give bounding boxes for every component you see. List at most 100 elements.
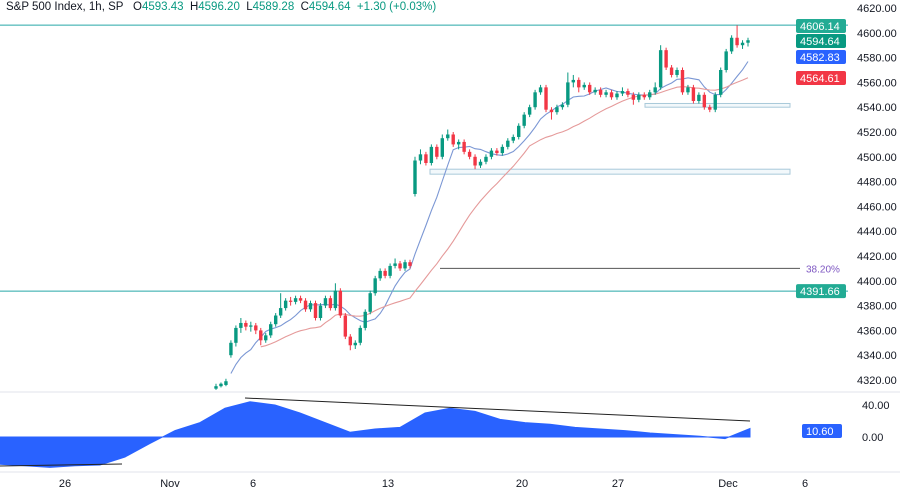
candle-body	[343, 315, 348, 337]
candle-body	[708, 107, 712, 110]
candle-body	[719, 70, 723, 95]
candle-body	[424, 154, 428, 163]
candle	[446, 129, 450, 141]
low-value: 4589.28	[252, 1, 295, 13]
candle	[398, 260, 402, 271]
candle	[708, 104, 712, 113]
candle-body	[234, 327, 238, 343]
candle	[527, 104, 532, 118]
candle	[462, 139, 466, 155]
slow-moving-average-line	[260, 77, 749, 348]
candle	[566, 72, 570, 108]
candle-body	[269, 324, 273, 336]
candle	[244, 320, 248, 331]
candle-body	[338, 290, 343, 316]
candle-body	[363, 311, 367, 328]
candle-body	[511, 136, 515, 141]
candle-body	[224, 381, 228, 385]
candle	[713, 92, 717, 113]
candle	[234, 325, 238, 347]
candle	[393, 258, 397, 269]
price-badge-bg	[796, 50, 846, 64]
indicator-tick: 0.00	[862, 432, 883, 444]
indicator-pane[interactable]: 10.60	[0, 397, 842, 468]
axes: 4620.00 4600.00 4580.00 4560.00 4540.00 4520.…	[0, 3, 900, 490]
price-tick: 4320.00	[857, 375, 897, 387]
candle-body	[729, 37, 734, 52]
price-label-badge: 4582.83	[796, 50, 846, 64]
candle	[293, 295, 298, 305]
candle	[620, 87, 625, 97]
candle	[239, 318, 243, 333]
candle-body	[283, 300, 288, 309]
candle-body	[691, 87, 696, 101]
candle-body	[353, 342, 357, 346]
candle-body	[664, 50, 668, 68]
candle-body	[675, 70, 679, 75]
time-tick: 6	[802, 478, 808, 490]
candle	[467, 149, 472, 160]
candle	[517, 123, 521, 140]
candle	[598, 87, 603, 98]
candle	[298, 295, 303, 304]
candle	[249, 321, 253, 332]
candle	[343, 313, 348, 340]
price-badge-text: 4391.66	[800, 286, 840, 298]
candle	[549, 107, 554, 120]
price-label-badge: 4594.64	[796, 34, 846, 48]
candle	[615, 91, 619, 100]
price-badge-text: 4594.64	[800, 36, 840, 48]
candle	[224, 378, 228, 387]
candle-body	[686, 87, 690, 93]
candle	[593, 87, 597, 95]
symbol-legend: S&P 500 Index, 1h, SP O4593.43 H4596.20 …	[6, 0, 436, 14]
candle-body	[555, 107, 559, 113]
candle-body	[429, 146, 434, 163]
candle-body	[383, 270, 387, 276]
candle-body	[631, 94, 636, 100]
candle	[702, 92, 707, 110]
candle	[658, 45, 663, 90]
candle-body	[259, 330, 263, 341]
candle	[522, 112, 526, 129]
candle	[363, 309, 367, 331]
candle-body	[522, 114, 526, 126]
time-tick: Dec	[718, 478, 738, 490]
open-label: O	[133, 1, 142, 13]
candle-body	[446, 134, 450, 139]
candle	[219, 382, 223, 388]
indicator-trendline	[0, 463, 123, 467]
indicator-badge-bg	[802, 424, 842, 438]
candle-body	[456, 141, 461, 145]
candle-body	[368, 293, 372, 312]
candle	[418, 149, 423, 165]
candle-body	[462, 141, 466, 152]
candle-body	[278, 308, 283, 316]
candle	[473, 154, 477, 170]
candle	[506, 138, 510, 150]
candle-body	[249, 325, 253, 327]
candle	[680, 67, 685, 95]
candle	[489, 148, 494, 160]
price-tick: 4460.00	[857, 201, 897, 213]
candle-body	[604, 92, 608, 95]
candle	[269, 321, 273, 338]
candle	[451, 132, 455, 147]
candle-body	[506, 140, 510, 147]
candle-body	[489, 150, 494, 157]
price-pane[interactable]: 38.20% 4606.14 4594.64 4582.83 4564.61 4391.6…	[0, 19, 848, 390]
candle	[388, 263, 392, 279]
candle-body	[658, 50, 663, 88]
candle-body	[615, 93, 619, 98]
candle-body	[408, 262, 412, 266]
candle	[653, 82, 657, 95]
candle-body	[549, 109, 554, 113]
candle	[631, 92, 636, 105]
symbol-title: S&P 500 Index, 1h, SP	[6, 1, 124, 13]
price-tick: 4620.00	[857, 3, 897, 15]
candle-body	[637, 94, 641, 100]
price-badge-bg	[796, 34, 846, 48]
candle	[746, 37, 750, 47]
price-tick: 4340.00	[857, 350, 897, 362]
